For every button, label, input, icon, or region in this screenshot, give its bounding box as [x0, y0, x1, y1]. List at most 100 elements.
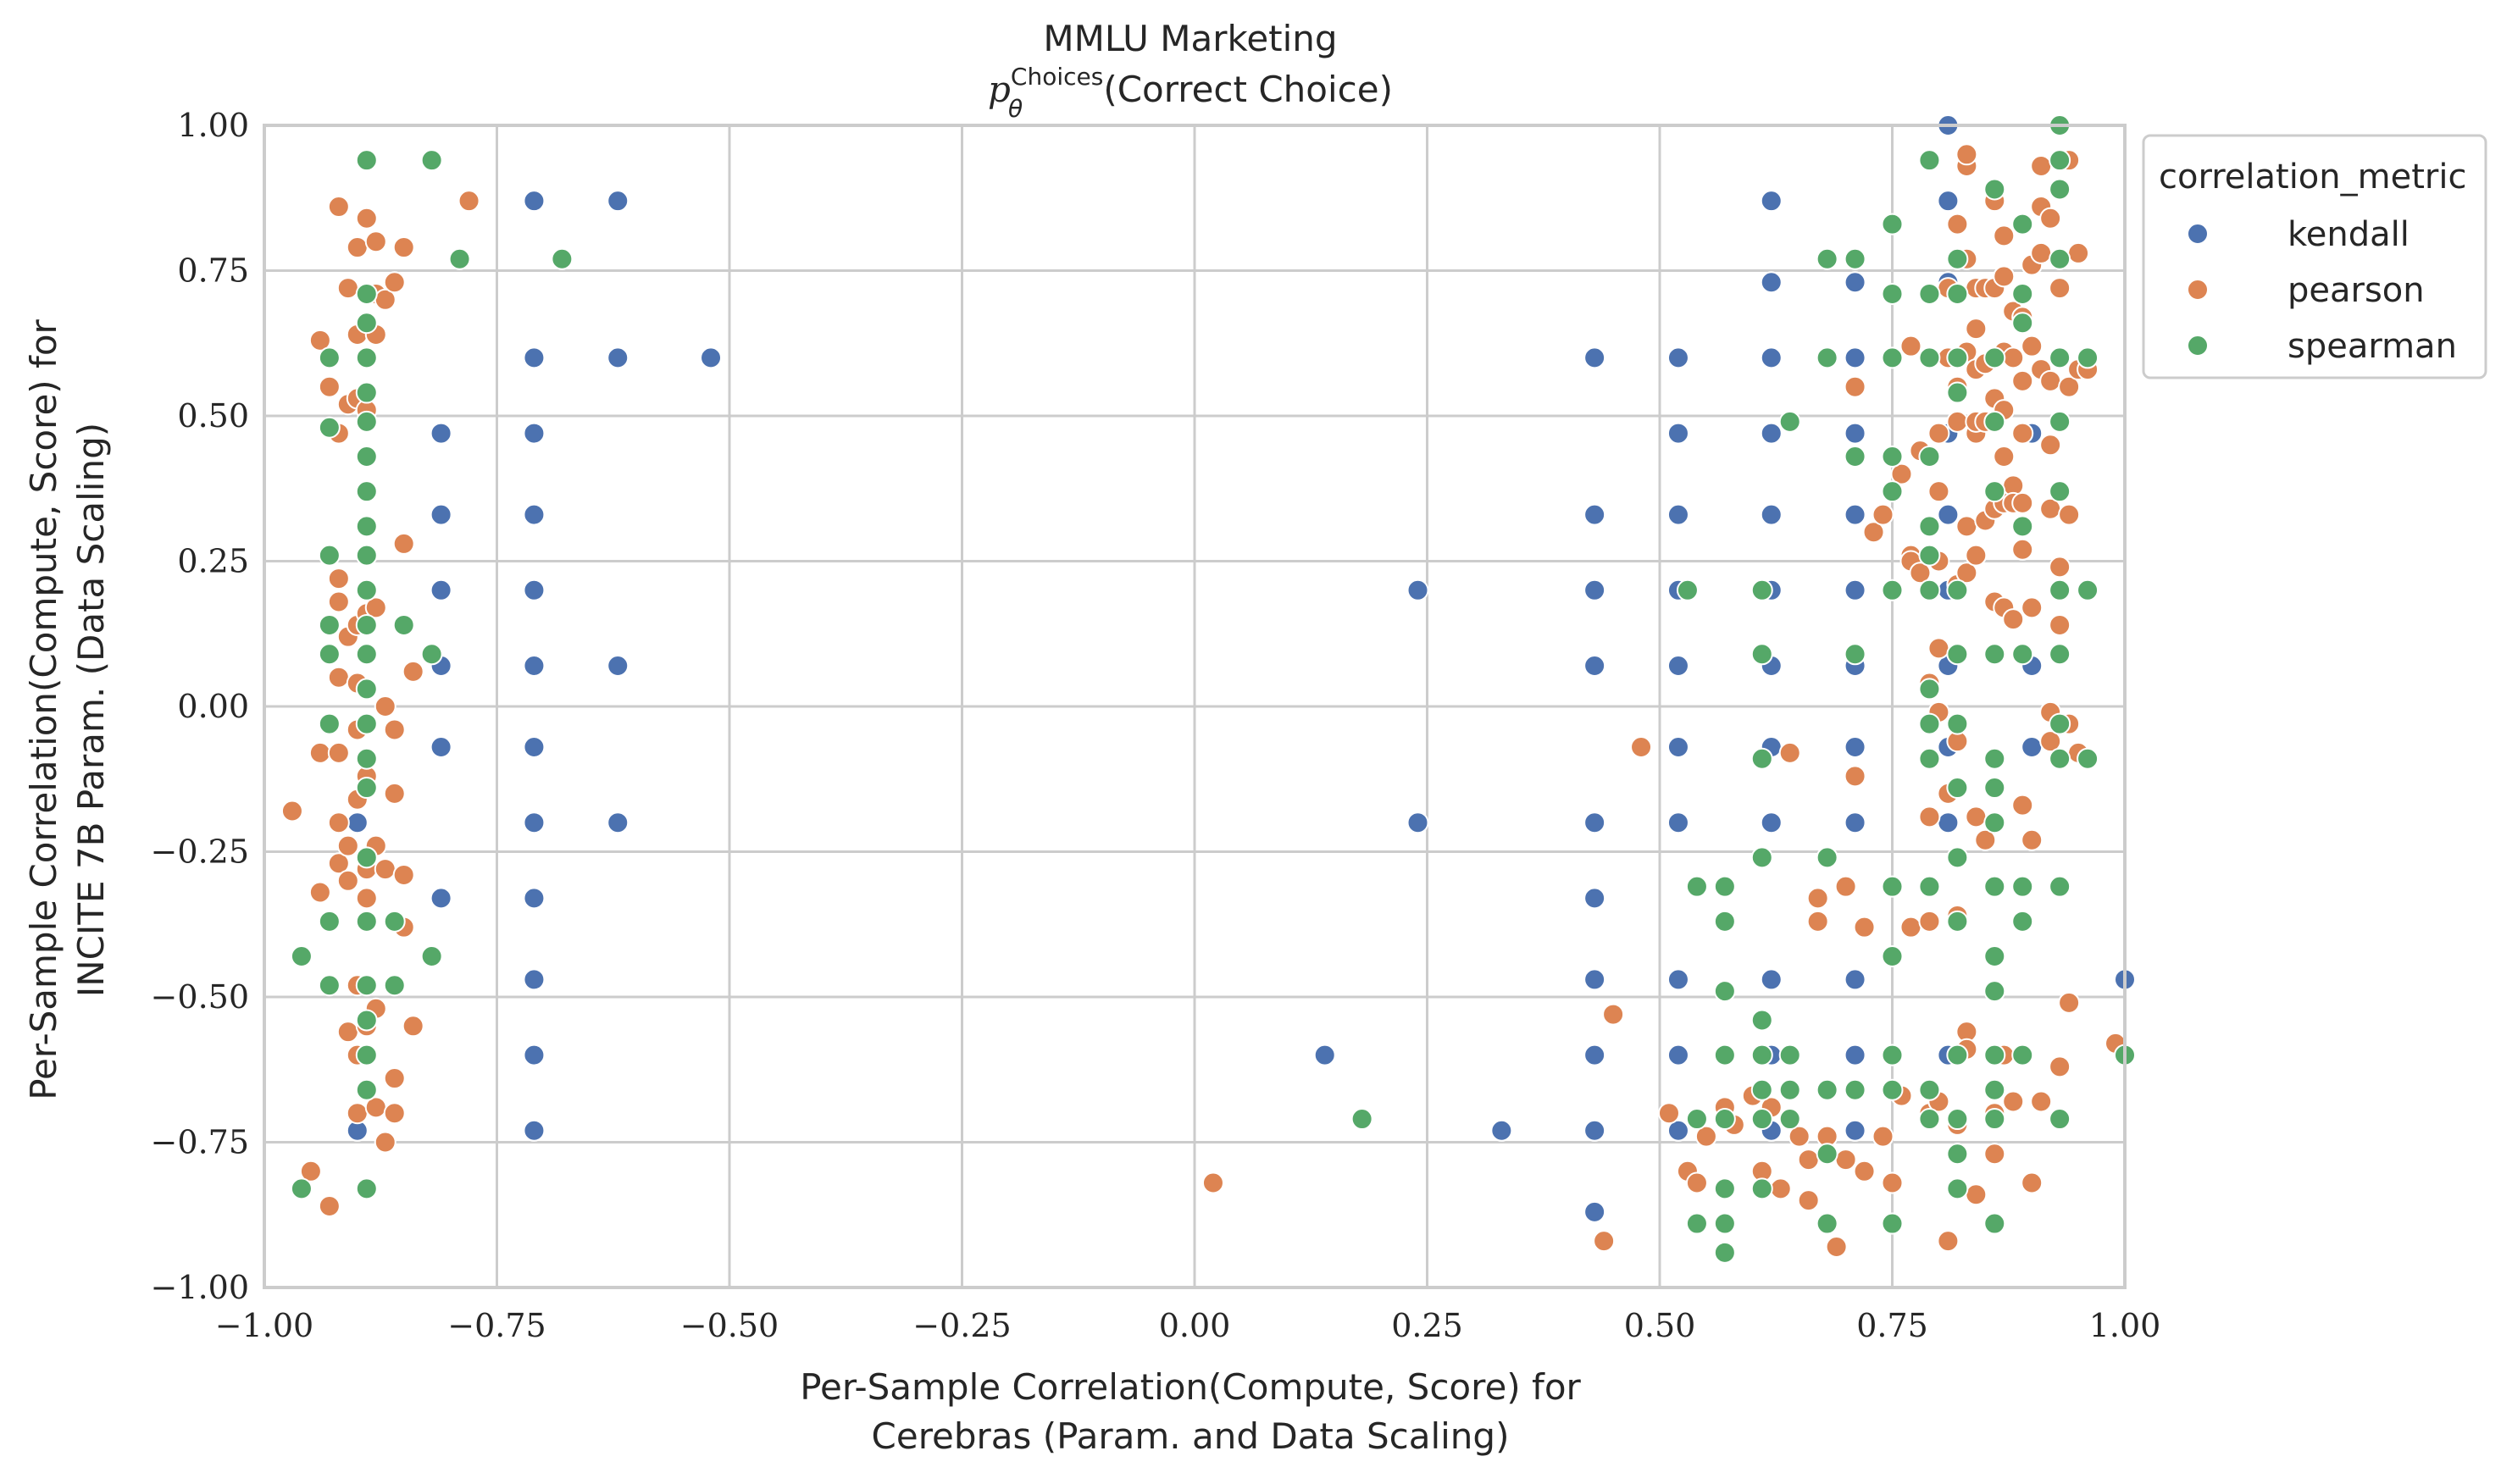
kendall-point [523, 1119, 546, 1142]
spearman-point [1844, 643, 1866, 666]
spearman-point [2049, 712, 2071, 735]
x-tick-label: −0.75 [447, 1307, 546, 1344]
spearman-point [551, 247, 574, 270]
kendall-point [430, 736, 452, 759]
spearman-point [1918, 282, 1941, 305]
pearson-point [346, 236, 369, 259]
kendall-point [1760, 811, 1783, 834]
spearman-point [355, 1009, 378, 1032]
pearson-point [2011, 369, 2034, 392]
pearson-point [1825, 1235, 1848, 1258]
pearson-point [336, 834, 359, 857]
spearman-point [1713, 875, 1736, 898]
spearman-point [1983, 346, 2006, 369]
spearman-point [1946, 381, 1969, 404]
spearman-point [1881, 282, 1904, 305]
kendall-point [1844, 503, 1866, 526]
pearson-point [2039, 434, 2062, 457]
pearson-point [308, 881, 331, 904]
pearson-point [327, 568, 350, 590]
pearson-point [327, 852, 350, 875]
title-rest: (Correct Choice) [1103, 69, 1393, 110]
spearman-point [1946, 282, 1969, 305]
spearman-point [2049, 1108, 2071, 1131]
kendall-point [1666, 1119, 1689, 1142]
pearson-point [1806, 910, 1829, 933]
kendall-point [1666, 422, 1689, 445]
spearman-point [1983, 1212, 2006, 1235]
spearman-point [355, 312, 378, 335]
y-tick-label: 0.25 [177, 543, 249, 580]
pearson-point [1778, 741, 1801, 764]
spearman-point [2011, 643, 2034, 666]
kendall-point [1406, 811, 1429, 834]
spearman-point [1918, 446, 1941, 468]
pearson-point [327, 811, 350, 834]
pearson-point [2011, 491, 2034, 514]
spearman-point [1778, 1044, 1801, 1066]
kendall-point [1583, 811, 1606, 834]
spearman-point [1816, 846, 1838, 869]
kendall-point [1583, 968, 1606, 991]
spearman-point [318, 346, 341, 369]
spearman-point [448, 247, 471, 270]
spearman-point [355, 846, 378, 869]
pearson-point [2030, 1090, 2053, 1113]
spearman-point [392, 613, 415, 636]
spearman-point [1918, 544, 1941, 567]
spearman-point [2011, 282, 2034, 305]
pearson-point [2067, 241, 2090, 264]
series-spearman [290, 114, 2136, 1264]
pearson-point [2039, 369, 2062, 392]
spearman-point [355, 974, 378, 997]
pearson-point [1685, 1171, 1708, 1194]
x-tick-label: 0.25 [1391, 1307, 1463, 1344]
kendall-point [523, 811, 546, 834]
spearman-point [318, 974, 341, 997]
spearman-point [290, 1177, 313, 1200]
pearson-point [1927, 422, 1950, 445]
spearman-point [290, 944, 313, 967]
spearman-point [1881, 213, 1904, 235]
spearman-point [1946, 346, 1969, 369]
kendall-point [1760, 190, 1783, 213]
spearman-point [1918, 1078, 1941, 1101]
spearman-point [355, 149, 378, 172]
kendall-point [523, 1044, 546, 1066]
pearson-point [2021, 596, 2044, 619]
spearman-point [1918, 515, 1941, 538]
legend-label-pearson: pearson [2288, 271, 2425, 310]
spearman-point [355, 1177, 378, 1200]
pearson-point [1844, 765, 1866, 788]
pearson-point [1788, 1125, 1811, 1148]
kendall-point [523, 887, 546, 910]
y-axis-label-line1: Per-Sample Correlation(Compute, Score) f… [23, 318, 64, 1099]
y-tick-label: −0.25 [151, 833, 249, 871]
pearson-point [1937, 1230, 1960, 1253]
pearson-point [1993, 224, 2016, 247]
spearman-point [1713, 980, 1736, 1003]
spearman-point [1918, 1108, 1941, 1131]
y-tick-label: 0.00 [177, 688, 249, 725]
spearman-point [318, 712, 341, 735]
kendall-point [1937, 190, 1960, 213]
kendall-point [1583, 887, 1606, 910]
x-tick-label: −1.00 [215, 1307, 313, 1344]
pearson-point [2049, 613, 2071, 636]
spearman-point [2049, 178, 2071, 201]
pearson-point [374, 1131, 396, 1154]
pearson-point [1918, 806, 1941, 828]
kendall-point [523, 968, 546, 991]
spearman-point [355, 910, 378, 933]
spearman-point [2077, 346, 2099, 369]
spearman-point [1816, 1143, 1838, 1166]
spearman-point [1881, 1044, 1904, 1066]
spearman-point [1750, 747, 1773, 770]
pearson-point [1927, 637, 1950, 660]
pearson-point [355, 887, 378, 910]
spearman-point [355, 1078, 378, 1101]
y-tick-label: 1.00 [177, 107, 249, 144]
kendall-point [1844, 736, 1866, 759]
pearson-point [1769, 1177, 1792, 1200]
pearson-point [402, 1015, 424, 1038]
